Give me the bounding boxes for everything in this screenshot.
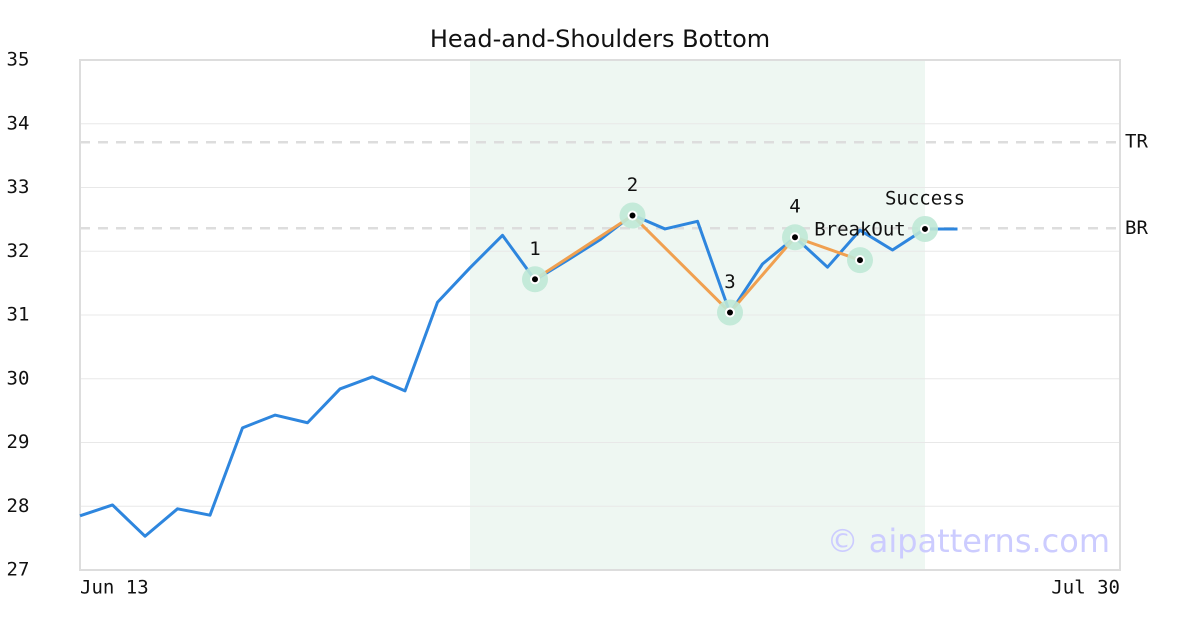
pattern-point — [790, 232, 800, 243]
y-tick-label: 31 — [7, 304, 30, 326]
pattern-point — [855, 255, 865, 266]
pattern-label: 3 — [724, 271, 735, 293]
x-tick-label: Jun 13 — [80, 577, 149, 599]
y-tick-label: 30 — [7, 367, 30, 389]
pattern-label: 1 — [529, 238, 540, 260]
y-tick-label: 29 — [7, 431, 30, 453]
watermark: © aipatterns.com — [827, 522, 1110, 560]
pattern-point — [725, 307, 735, 318]
y-tick-label: 33 — [7, 176, 30, 198]
level-label: BR — [1125, 217, 1148, 239]
pattern-label: 4 — [789, 196, 800, 218]
level-label: TR — [1125, 131, 1148, 153]
y-tick-label: 34 — [7, 112, 30, 134]
pattern-point — [530, 274, 540, 285]
pattern-point — [920, 223, 930, 234]
pattern-label: BreakOut — [814, 219, 906, 241]
pattern-label: Success — [885, 187, 965, 209]
pattern-point — [627, 210, 638, 221]
y-tick-label: 32 — [7, 240, 30, 262]
y-tick-label: 28 — [7, 495, 30, 517]
chart-title: Head-and-Shoulders Bottom — [430, 25, 770, 53]
pattern-label: 2 — [627, 174, 638, 196]
y-tick-label: 35 — [7, 49, 30, 71]
price-line — [79, 213, 958, 538]
x-tick-label: Jul 30 — [1051, 577, 1120, 599]
plot-border — [79, 59, 1121, 571]
y-tick-label: 27 — [7, 559, 30, 581]
